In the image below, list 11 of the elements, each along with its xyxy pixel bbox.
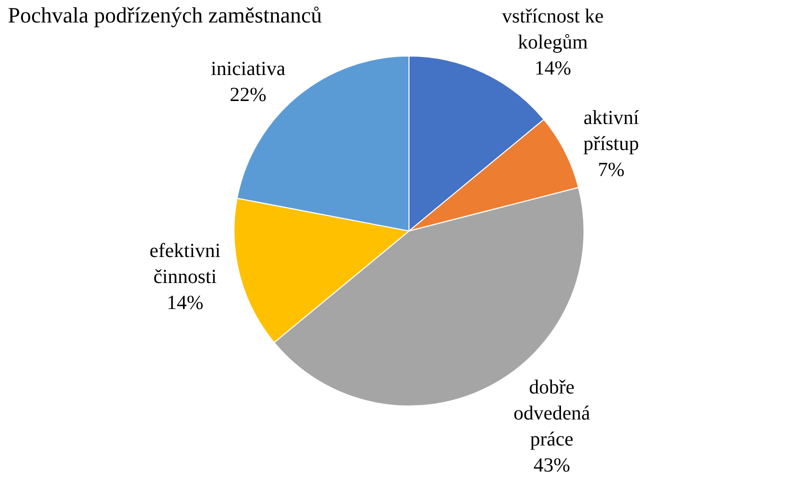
data-label: 14% bbox=[166, 292, 204, 314]
slice-label: vstřícnost ke kolegům bbox=[502, 5, 604, 54]
data-label: 22% bbox=[230, 84, 266, 106]
data-label: 14% bbox=[534, 57, 572, 80]
data-label: 7% bbox=[598, 158, 625, 181]
chart-title: Pochvala podřízených zaměstnanců bbox=[8, 2, 322, 28]
slice-label: iniciativa bbox=[210, 58, 286, 80]
slice-label: aktivní přístup bbox=[583, 106, 640, 155]
slice-label: efektivni činnosti bbox=[149, 240, 221, 288]
slice-label: dobře odvedená práce bbox=[513, 376, 590, 451]
data-label: 43% bbox=[533, 454, 570, 477]
